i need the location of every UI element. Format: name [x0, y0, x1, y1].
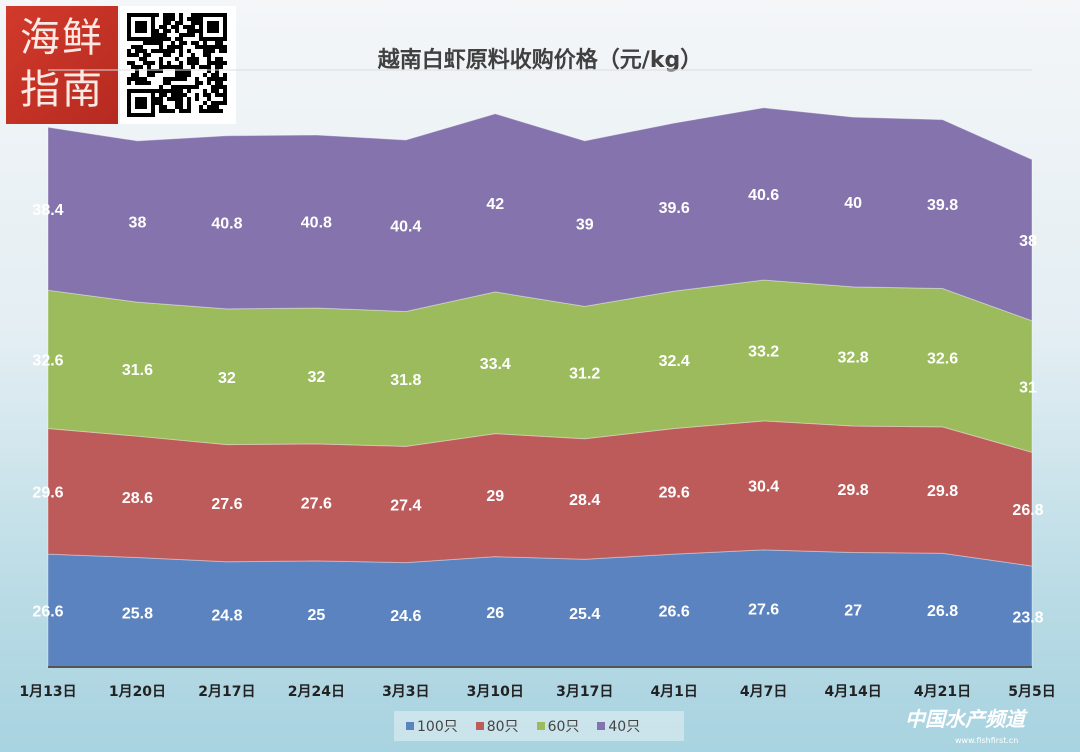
data-label: 38.4	[32, 202, 63, 219]
data-label: 26.8	[1012, 502, 1043, 519]
data-label: 38	[1019, 233, 1037, 250]
data-label: 25.4	[569, 606, 600, 623]
chart-title: 越南白虾原料收购价格（元/kg）	[377, 48, 703, 73]
data-label: 26	[486, 605, 504, 622]
x-tick-label: 3月10日	[467, 684, 524, 700]
data-label: 39.6	[659, 200, 690, 217]
x-tick-label: 1月20日	[109, 684, 166, 700]
data-label: 27.6	[301, 495, 332, 512]
watermark: 中国水产频道	[905, 707, 1025, 731]
data-label: 26.6	[32, 604, 63, 621]
data-label: 24.6	[390, 608, 421, 625]
data-label: 25	[307, 607, 325, 624]
data-label: 31.8	[390, 372, 421, 389]
qr-code	[120, 6, 236, 124]
data-label: 29.8	[927, 483, 958, 500]
data-label: 39	[576, 217, 594, 234]
data-label: 29.6	[659, 484, 690, 501]
legend-item: 80只	[475, 716, 519, 736]
data-label: 32.8	[838, 349, 869, 366]
data-label: 32	[307, 369, 325, 386]
legend-swatch	[597, 722, 606, 730]
watermark-url: www.fishfirst.cn	[955, 736, 1019, 745]
legend-label: 60只	[547, 719, 580, 735]
data-label: 40.6	[748, 187, 779, 204]
x-tick-label: 2月17日	[198, 684, 255, 700]
data-label: 29	[486, 488, 504, 505]
data-label: 24.8	[211, 607, 242, 624]
data-label: 28.6	[122, 490, 153, 507]
x-tick-label: 2月24日	[288, 684, 345, 700]
area-80只	[47, 420, 1033, 567]
data-label: 26.6	[659, 604, 690, 621]
legend-item: 60只	[536, 716, 580, 736]
area-40只	[47, 107, 1033, 322]
data-label: 30.4	[748, 478, 779, 495]
data-label: 40	[844, 195, 862, 212]
data-label: 32.4	[659, 353, 690, 370]
data-label: 38	[129, 215, 147, 232]
data-label: 27.6	[211, 496, 242, 513]
legend-item: 40只	[597, 716, 640, 736]
data-label: 29.6	[32, 484, 63, 501]
data-label: 23.8	[1012, 610, 1043, 627]
data-label: 31.6	[122, 362, 153, 379]
data-label: 27.6	[748, 601, 779, 618]
data-label: 31.2	[569, 366, 600, 383]
legend-item: 100只	[406, 716, 458, 736]
data-label: 40.4	[390, 219, 421, 236]
data-label: 33.2	[748, 343, 779, 360]
data-label: 28.4	[569, 492, 600, 509]
x-tick-label: 4月14日	[824, 684, 881, 700]
legend-swatch	[536, 722, 545, 730]
x-tick-label: 3月17日	[556, 684, 613, 700]
data-label: 29.8	[838, 482, 869, 499]
data-label: 27	[844, 603, 862, 620]
data-label: 27.4	[390, 497, 421, 514]
x-tick-label: 5月5日	[1008, 684, 1055, 700]
data-label: 33.4	[480, 356, 511, 373]
x-tick-label: 4月21日	[914, 684, 971, 700]
legend-label: 100只	[417, 719, 458, 735]
area-100只	[47, 549, 1033, 668]
x-tick-label: 4月1日	[650, 684, 697, 700]
legend-label: 40只	[608, 719, 641, 735]
legend-label: 80只	[486, 719, 519, 735]
data-label: 32.6	[32, 352, 63, 369]
data-label: 40.8	[211, 215, 242, 232]
data-label: 40.8	[301, 215, 332, 232]
logo: 海鲜 指南	[6, 6, 118, 124]
data-label: 32	[218, 370, 236, 387]
x-tick-label: 4月7日	[740, 684, 787, 700]
x-tick-label: 1月13日	[19, 684, 76, 700]
x-tick-label: 3月3日	[382, 684, 429, 700]
data-label: 39.8	[927, 197, 958, 214]
data-label: 25.8	[122, 605, 153, 622]
legend-swatch	[406, 722, 414, 730]
data-label: 31	[1019, 380, 1037, 397]
data-label: 42	[486, 196, 504, 213]
data-label: 32.6	[927, 351, 958, 368]
data-label: 26.8	[927, 603, 958, 620]
legend-swatch	[475, 722, 484, 730]
legend: 100只 80只 60只 40只	[394, 711, 684, 741]
